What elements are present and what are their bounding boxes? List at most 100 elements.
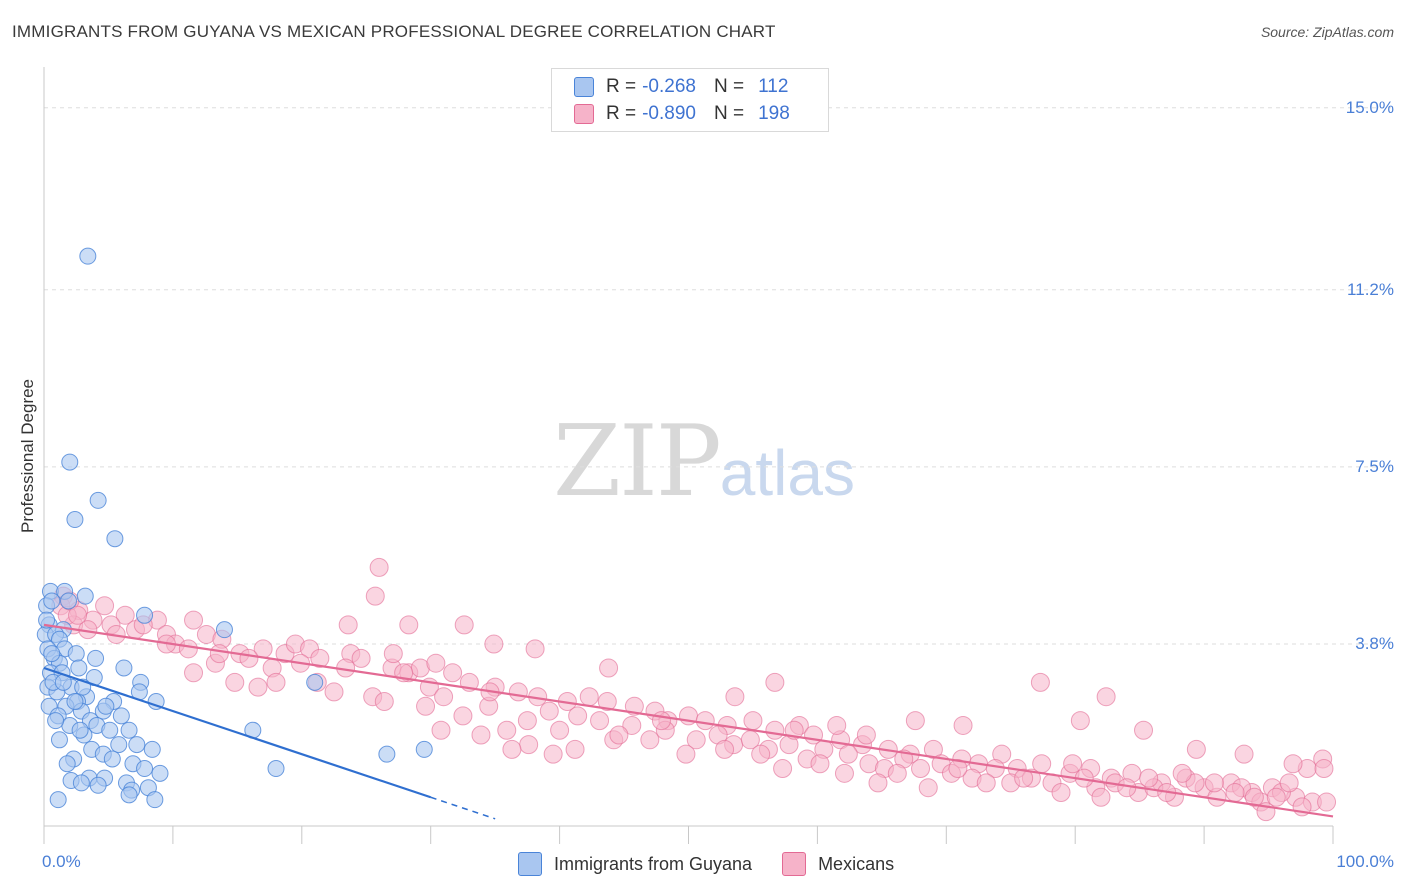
data-point-guyana [97,697,115,715]
data-point-mexicans [209,644,229,664]
data-point-mexicans [810,754,830,774]
data-point-mexicans [856,725,876,745]
data-point-guyana [66,511,84,529]
legend-n-value: 198 [758,103,790,124]
data-point-mexicans [751,744,771,764]
chart-title: IMMIGRANTS FROM GUYANA VS MEXICAN PROFES… [12,22,776,41]
series-swatch-guyana [518,852,542,876]
data-point-mexicans [369,557,389,577]
data-point-mexicans [918,778,938,798]
data-point-mexicans [725,687,745,707]
data-point-mexicans [686,730,706,750]
data-point-mexicans [431,720,451,740]
data-point-mexicans [1096,687,1116,707]
data-point-mexicans [1225,782,1245,802]
data-point-mexicans [948,759,968,779]
data-point-guyana [112,707,130,725]
data-point-mexicans [95,596,115,616]
data-point-mexicans [1185,773,1205,793]
data-point-guyana [49,791,67,809]
data-point-mexicans [868,773,888,793]
data-point-mexicans [184,610,204,630]
data-point-mexicans [1186,739,1206,759]
data-point-mexicans [416,696,436,716]
series-swatch-mexicans [782,852,807,876]
data-point-mexicans [115,605,135,625]
data-point-mexicans [1030,672,1050,692]
data-point-mexicans [1014,768,1034,788]
data-point-guyana [136,760,154,778]
data-point-mexicans [715,739,735,759]
legend-n-value: 112 [758,76,789,97]
data-point-mexicans [622,715,642,735]
legend-r-label: R = [606,76,637,97]
data-point-mexicans [324,682,344,702]
data-point-mexicans [838,744,858,764]
data-point-mexicans [1063,754,1083,774]
legend-n-label: N = [713,103,745,124]
data-point-guyana [70,659,88,677]
data-point-guyana [58,755,76,773]
data-point-guyana [43,645,61,663]
data-point-guyana [110,736,128,754]
data-point-mexicans [1070,711,1090,731]
data-point-guyana [101,721,119,739]
data-point-guyana [66,693,84,710]
legend-swatch-pink [574,104,594,124]
data-point-mexicans [568,706,588,726]
data-point-mexicans [834,763,854,783]
legend-r-value: -0.890 [642,103,696,124]
data-point-mexicans [525,639,545,659]
data-point-mexicans [765,720,785,740]
data-point-guyana [59,592,77,610]
source-label: Source: ZipAtlas.com [1260,24,1394,40]
data-point-guyana [147,693,165,710]
trendline-guyana [43,666,432,799]
data-point-mexicans [599,658,619,678]
data-point-guyana [151,764,169,782]
legend-row-mexicans: R = -0.890 N = 198 [574,102,790,126]
data-point-mexicans [484,634,504,654]
y-axis-label: Professional Degree [18,378,37,534]
data-point-mexicans [539,701,559,721]
data-point-mexicans [640,730,660,750]
data-point-guyana [146,791,164,809]
data-point-mexicans [1314,759,1334,779]
watermark-atlas: atlas [719,437,855,509]
data-point-guyana [61,453,79,471]
data-point-guyana [115,659,133,677]
series-label-guyana: Immigrants from Guyana [554,853,753,874]
y-tick-label: 7.5% [1355,456,1394,476]
data-point-mexicans [695,711,715,731]
data-point-mexicans [543,744,563,764]
data-point-mexicans [1283,754,1303,774]
data-point-guyana [89,491,107,509]
data-point-mexicans [773,759,793,779]
data-point-mexicans [1317,792,1337,812]
legend-r-label: R = [606,103,637,124]
data-point-guyana [43,592,61,610]
data-point-mexicans [765,672,785,692]
data-point-guyana [67,645,85,663]
data-point-mexicans [338,615,358,635]
data-point-mexicans [976,773,996,793]
data-point-mexicans [676,744,696,764]
data-point-mexicans [225,672,245,692]
x-tick-label: 100.0% [1336,852,1394,871]
data-point-mexicans [887,763,907,783]
series-label-mexicans: Mexicans [818,853,895,874]
data-point-guyana [103,750,121,768]
data-point-guyana [50,731,68,749]
y-tick-label: 15.0% [1345,97,1394,117]
data-point-mexicans [911,759,931,779]
data-point-guyana [378,745,396,763]
y-tick-label: 11.2% [1347,279,1394,299]
data-point-mexicans [651,711,671,731]
data-point-guyana [120,786,138,804]
data-point-mexicans [453,706,473,726]
data-point-guyana [47,712,65,730]
data-point-mexicans [1244,787,1264,807]
data-point-mexicans [1091,787,1111,807]
data-point-mexicans [443,663,463,683]
data-point-mexicans [266,672,286,692]
